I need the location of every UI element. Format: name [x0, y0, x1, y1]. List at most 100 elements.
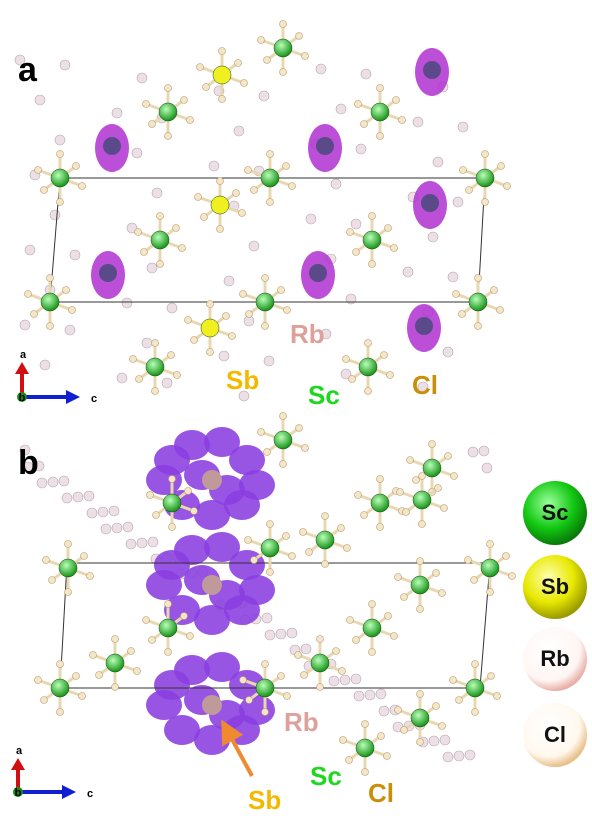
- panel-label: b: [18, 444, 39, 482]
- rb-atom: [264, 356, 274, 366]
- cl-atom: [429, 441, 436, 448]
- cl-atom: [361, 512, 368, 519]
- cl-atom: [90, 652, 97, 659]
- rb-atom: [62, 493, 72, 503]
- annotation: Sc: [310, 761, 342, 791]
- metal-atom: [159, 619, 177, 637]
- cl-atom: [147, 492, 154, 499]
- rb-atom: [137, 73, 147, 83]
- rb-atom: [112, 108, 122, 118]
- cl-atom: [395, 707, 402, 714]
- cl-atom: [284, 307, 291, 314]
- cl-atom: [401, 727, 408, 734]
- cl-atom: [73, 673, 80, 680]
- cl-atom: [365, 388, 372, 395]
- metal-atom: [151, 231, 169, 249]
- cl-atom: [459, 311, 466, 318]
- cl-atom: [235, 60, 242, 67]
- cl-atom: [385, 225, 392, 232]
- cl-atom: [195, 194, 202, 201]
- cl-atom: [179, 245, 186, 252]
- cl-atom: [201, 214, 208, 221]
- cl-atom: [362, 769, 369, 776]
- cl-atom: [317, 636, 324, 643]
- cl-atom: [112, 636, 119, 643]
- rb-atom: [379, 706, 389, 716]
- rb-atom: [117, 373, 127, 383]
- cl-atom: [419, 521, 426, 528]
- cl-atom: [239, 210, 246, 217]
- cl-atom: [433, 570, 440, 577]
- cl-atom: [302, 53, 309, 60]
- rb-atom: [443, 752, 453, 762]
- metal-atom: [274, 431, 292, 449]
- sb-atom: [423, 61, 441, 79]
- metal-atom: [201, 319, 219, 337]
- cl-atom: [403, 509, 410, 516]
- cl-atom: [143, 617, 150, 624]
- metal-atom: [476, 169, 494, 187]
- cl-atom: [419, 473, 426, 480]
- sb-atom: [309, 264, 327, 282]
- rb-atom: [433, 157, 443, 167]
- rb-atom: [109, 506, 119, 516]
- metal-atom: [356, 739, 374, 757]
- cl-atom: [229, 333, 236, 340]
- metal-atom: [481, 559, 499, 577]
- cl-atom: [41, 187, 48, 194]
- cl-atom: [369, 261, 376, 268]
- metal-atom: [211, 196, 229, 214]
- rb-atom: [443, 347, 453, 357]
- cl-atom: [157, 261, 164, 268]
- cl-atom: [136, 376, 143, 383]
- cl-atom: [498, 163, 505, 170]
- rb-atom: [351, 219, 361, 229]
- cl-atom: [417, 739, 424, 746]
- cl-atom: [135, 229, 142, 236]
- cl-atom: [413, 477, 420, 484]
- cl-atom: [353, 637, 360, 644]
- cl-atom: [482, 199, 489, 206]
- charge-density: [146, 690, 182, 720]
- cl-atom: [445, 453, 452, 460]
- structure: [15, 48, 492, 762]
- annotation: Rb: [290, 319, 325, 349]
- rb-atom: [101, 524, 111, 534]
- rb-atom: [132, 148, 142, 158]
- metal-atom: [311, 654, 329, 672]
- cl-atom: [377, 133, 384, 140]
- cl-atom: [417, 606, 424, 613]
- cl-atom: [267, 151, 274, 158]
- cl-atom: [65, 589, 72, 596]
- rb-atom: [351, 674, 361, 684]
- rb-atom: [142, 338, 152, 348]
- cl-atom: [417, 558, 424, 565]
- cl-atom: [246, 311, 253, 318]
- metal-atom: [261, 169, 279, 187]
- metal-atom: [261, 539, 279, 557]
- rb-atom: [87, 508, 97, 518]
- cl-atom: [301, 672, 308, 679]
- cl-atom: [43, 557, 50, 564]
- rb-atom: [331, 179, 341, 189]
- figure: a Rb Sb Sc Cl a b c b Rb Sb Sc Cl a b c …: [0, 0, 592, 820]
- rb-atom: [50, 210, 60, 220]
- cl-atom: [362, 721, 369, 728]
- cl-atom: [185, 317, 192, 324]
- cl-atom: [245, 167, 252, 174]
- legend-label: Sc: [542, 500, 569, 525]
- cl-atom: [509, 573, 516, 580]
- rb-atom: [152, 188, 162, 198]
- cl-atom: [278, 287, 285, 294]
- rb-atom: [137, 538, 147, 548]
- cl-atom: [157, 213, 164, 220]
- cl-atom: [353, 249, 360, 256]
- cl-atom: [152, 388, 159, 395]
- cl-atom: [283, 163, 290, 170]
- cl-atom: [191, 508, 198, 515]
- rb-atom: [126, 539, 136, 549]
- cl-atom: [433, 703, 440, 710]
- rb-atom: [479, 446, 489, 456]
- cl-atom: [302, 445, 309, 452]
- sb-atom: [202, 575, 222, 595]
